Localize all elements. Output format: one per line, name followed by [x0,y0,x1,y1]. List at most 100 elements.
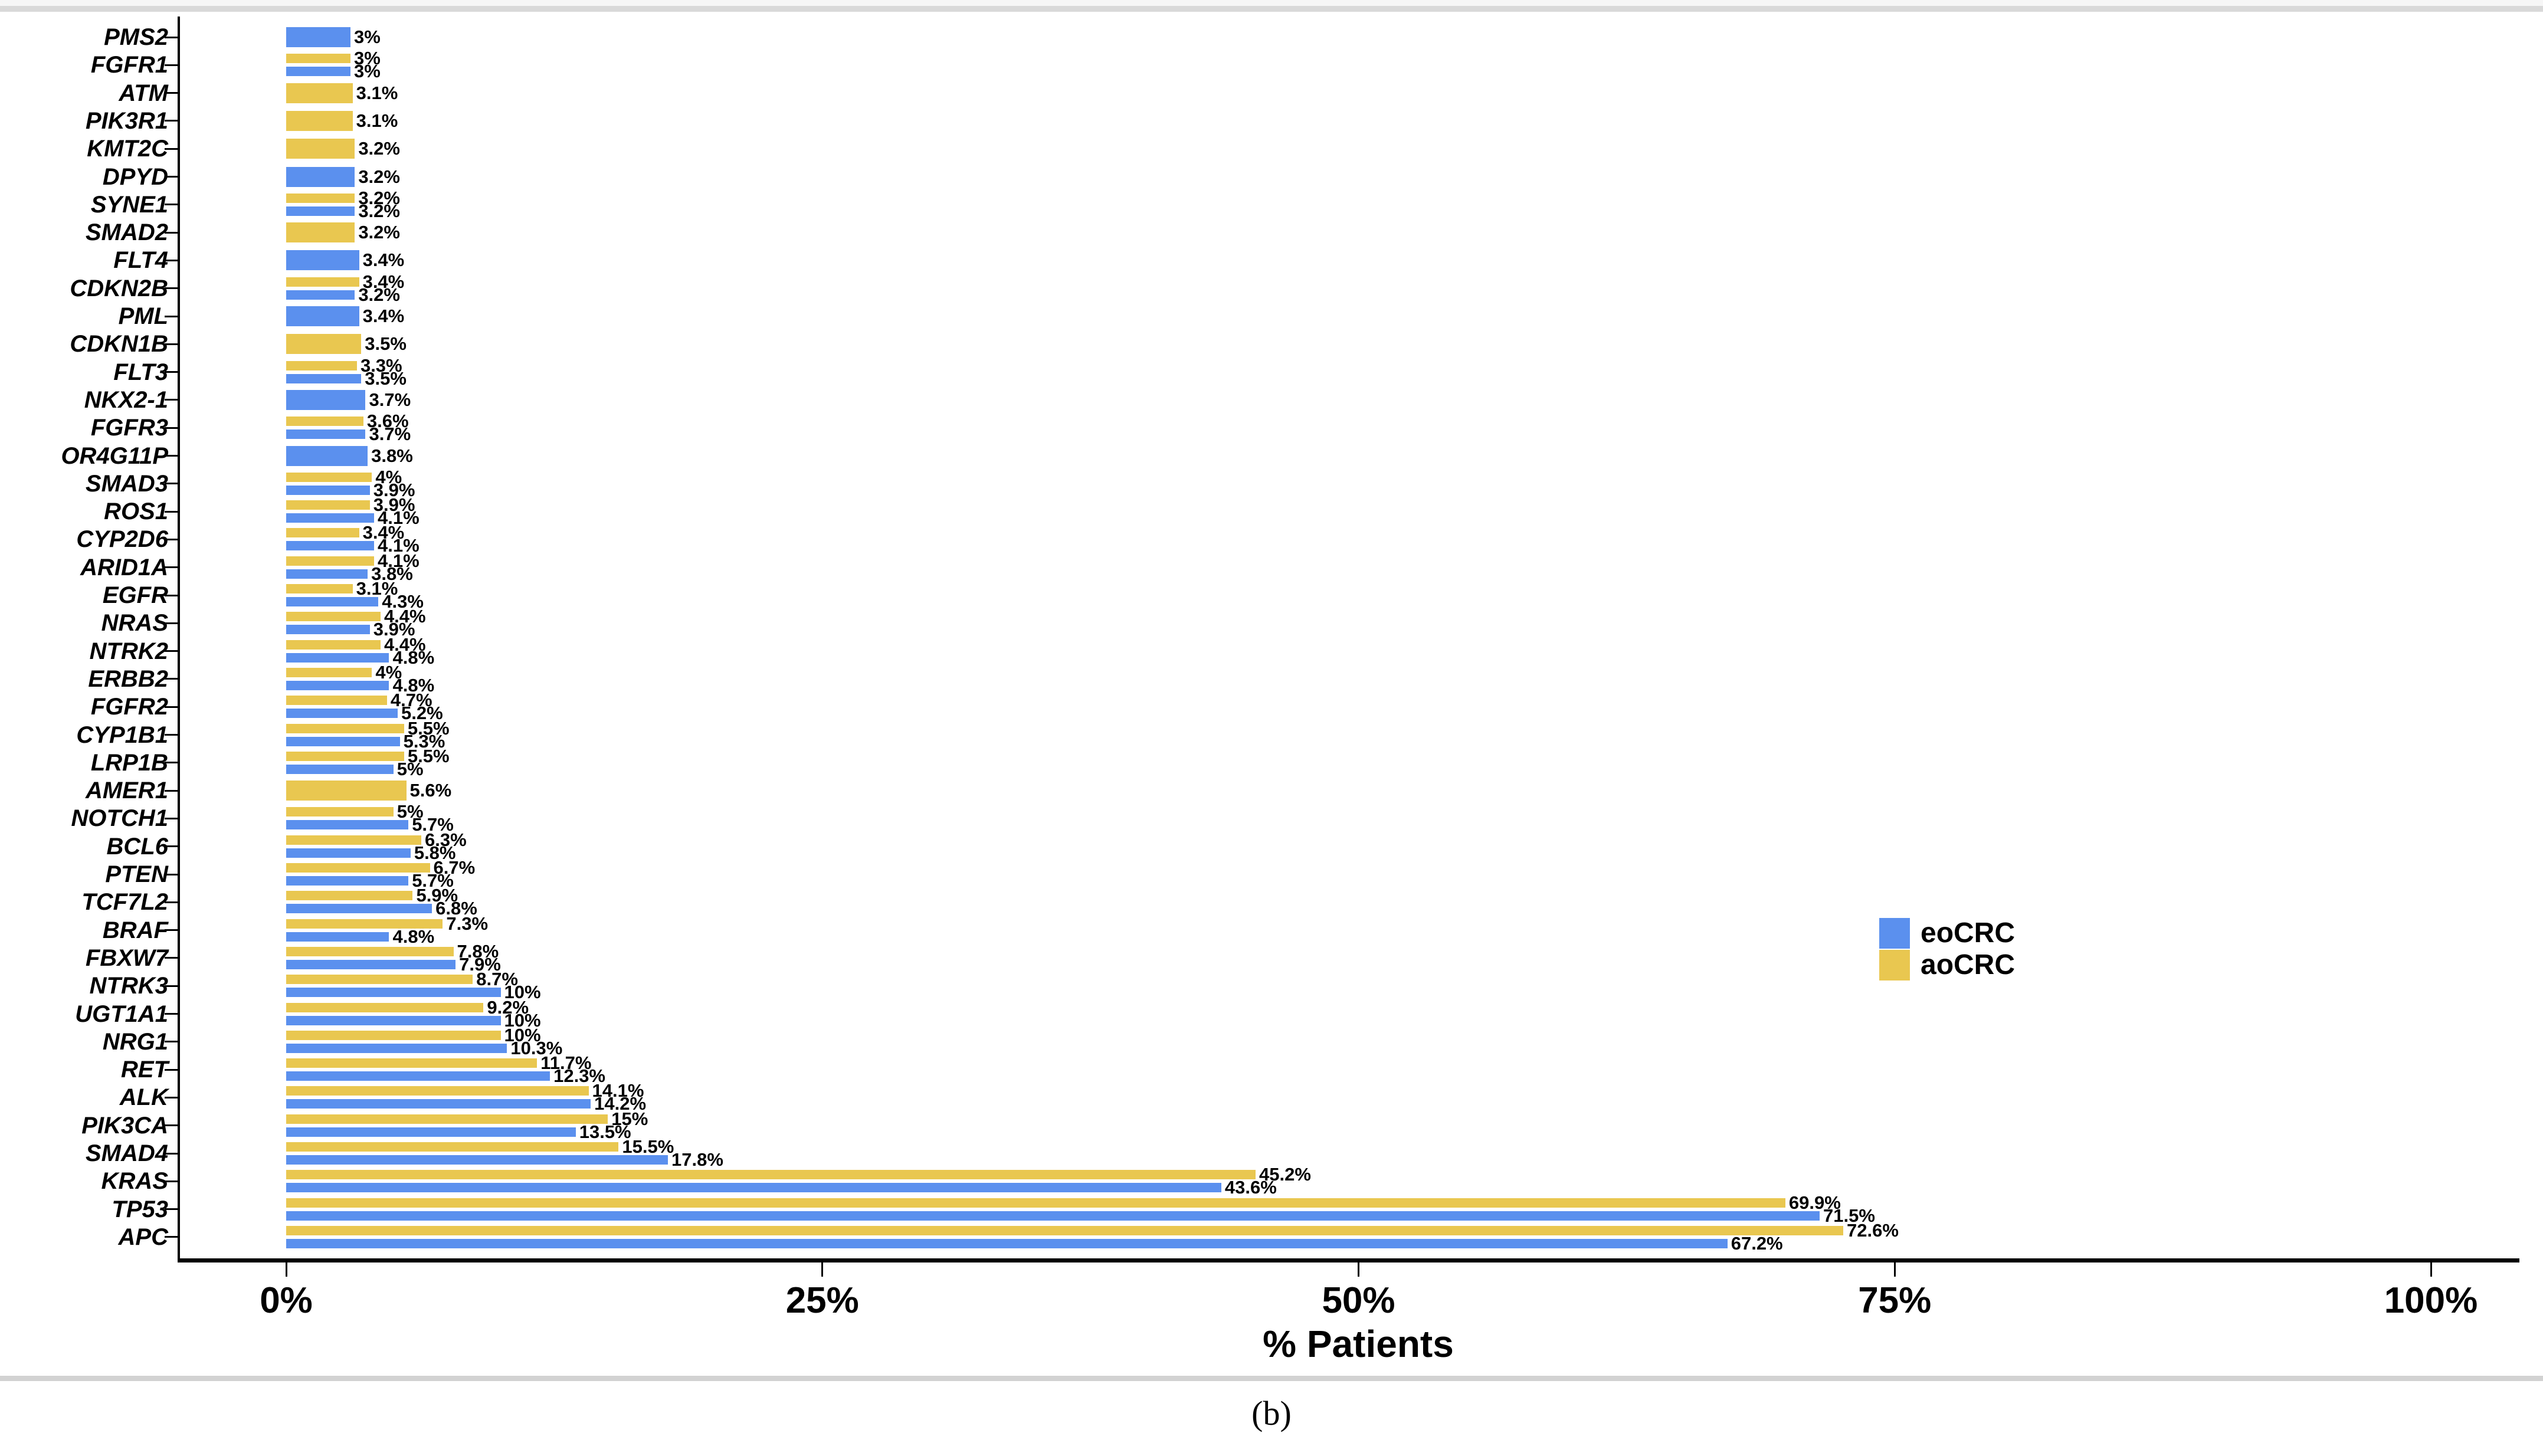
bar-aocrc [286,110,353,131]
bar-value-label: 3.7% [369,424,411,445]
bar-value-label: 4.8% [392,647,435,668]
bar-value-label: 10.3% [510,1037,563,1058]
legend-swatch-aocrc [1879,950,1910,980]
x-tick [1893,1262,1896,1277]
bar-value-label: 5.9% [416,885,458,906]
bar-eocrc [286,652,389,663]
y-tick [165,1124,178,1127]
gene-label: PTEN [105,861,168,887]
bar-value-label: 69.9% [1788,1192,1841,1213]
bar-value-label: 3.4% [362,250,405,271]
gene-label: CDKN2B [70,275,168,301]
bar-aocrc [286,975,473,985]
bar-eocrc [286,709,398,719]
bar-value-label: 6.3% [425,829,467,850]
bar-eocrc [286,429,366,440]
bar-value-label: 72.6% [1847,1219,1899,1241]
bar-value-label: 3.2% [358,284,400,305]
bar-value-label: 3.8% [371,445,413,466]
bar-value-label: 5.2% [401,703,443,724]
bar-value-label: 4.8% [392,926,435,947]
y-tick [165,1152,178,1155]
bar-value-label: 15.5% [622,1136,674,1157]
gene-label: BCL6 [106,833,168,860]
bar-value-label: 3.9% [373,479,415,500]
bar-value-label: 17.8% [671,1149,723,1170]
gene-label: FLT3 [113,359,168,385]
y-tick [165,1180,178,1182]
gene-label: NTRK3 [89,973,168,999]
bar-aocrc [286,277,359,287]
bar-eocrc [286,1099,591,1109]
gene-label: NKX2-1 [84,386,168,413]
bar-eocrc [286,1015,501,1025]
y-tick [165,538,178,540]
y-tick [165,1208,178,1211]
gene-label: CYP1B1 [76,722,168,748]
y-tick [165,762,178,764]
x-axis-line [178,1258,2519,1262]
bar-value-label: 7.3% [446,913,489,934]
gene-label: CDKN1B [70,331,168,358]
bar-aocrc [286,472,372,482]
bar-eocrc [286,764,394,774]
gene-label: NRAS [101,610,168,637]
bar-aocrc [286,1170,1256,1180]
gene-label: ROS1 [104,499,168,525]
y-tick [165,817,178,819]
bar-eocrc [286,485,370,495]
bar-eocrc [286,1043,507,1053]
bar-eocrc [286,290,355,300]
x-tick [285,1262,287,1277]
y-tick [165,566,178,569]
x-tick [2430,1262,2432,1277]
figure-caption: (b) [1251,1394,1292,1432]
legend: eoCRC aoCRC [1879,918,2015,982]
bar-value-label: 13.5% [579,1121,631,1142]
bar-value-label: 45.2% [1259,1164,1311,1185]
gene-label: EGFR [102,582,168,608]
bar-aocrc [286,1002,484,1012]
y-tick [165,287,178,290]
y-tick [165,594,178,596]
bar-value-label: 3.8% [371,563,413,584]
gene-label: FLT4 [113,247,168,274]
bar-aocrc [286,556,375,566]
bar-aocrc [286,83,353,103]
bar-value-label: 6.8% [435,898,477,919]
bar-eocrc [286,67,351,77]
y-tick [165,259,178,261]
y-tick [165,789,178,792]
gene-label: APC [118,1224,168,1250]
bar-value-label: 15% [611,1108,648,1129]
gene-label: RET [121,1057,168,1083]
bar-value-label: 4.1% [378,535,420,556]
gene-label: CYP2D6 [76,526,168,553]
bar-eocrc [286,206,355,216]
bar-value-label: 3.1% [356,110,398,131]
bar-eocrc [286,932,389,942]
bar-value-label: 3% [354,27,381,47]
bar-aocrc [286,612,381,622]
gene-label: NOTCH1 [71,805,168,832]
bar-value-label: 3.2% [358,200,400,221]
gene-label: FBXW7 [86,945,168,971]
y-tick [165,678,178,680]
y-tick [165,985,178,987]
x-axis-title: % Patients [1263,1323,1454,1365]
bar-aocrc [286,417,363,427]
y-tick [165,455,178,457]
y-tick [165,845,178,848]
y-tick [165,427,178,429]
y-tick [165,36,178,38]
legend-swatch-eocrc [1879,918,1910,949]
bar-aocrc [286,528,359,538]
page-top-border [0,6,2543,12]
bar-aocrc [286,1030,501,1040]
y-tick [165,204,178,206]
bar-value-label: 5% [396,758,424,779]
gene-label: FGFR3 [90,415,168,441]
gene-label: FGFR2 [90,694,168,720]
